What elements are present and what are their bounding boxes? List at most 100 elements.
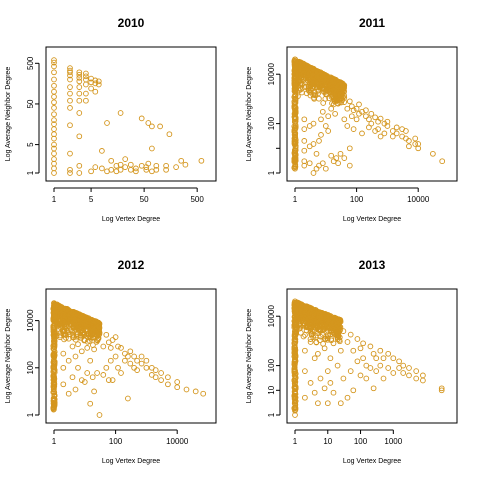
- data-point: [127, 166, 134, 173]
- data-point: [292, 126, 298, 132]
- data-point: [360, 340, 366, 347]
- data-point: [67, 76, 73, 83]
- data-point: [307, 339, 314, 345]
- data-point: [91, 388, 97, 395]
- data-point: [380, 355, 387, 362]
- band-point: [297, 311, 304, 318]
- data-point: [322, 165, 329, 172]
- data-point: [51, 374, 57, 381]
- band-point: [316, 337, 323, 344]
- data-point: [178, 157, 185, 164]
- plot-frame: [45, 288, 217, 424]
- scatter-points: [50, 300, 207, 418]
- data-point: [301, 126, 308, 132]
- data-point: [112, 353, 119, 360]
- band-point: [62, 325, 69, 332]
- band-point: [307, 316, 314, 323]
- data-point: [385, 350, 392, 357]
- data-point: [122, 350, 128, 357]
- data-point: [69, 374, 76, 381]
- data-point: [292, 86, 298, 92]
- panel-1: 2011 Log Vertex Degree Log Average Neighbo…: [246, 16, 458, 223]
- band-point: [319, 77, 325, 84]
- data-point: [115, 364, 121, 371]
- data-point: [334, 362, 341, 369]
- data-point: [311, 389, 318, 396]
- data-point: [292, 400, 298, 407]
- data-point: [95, 81, 102, 88]
- y-tick-label: 10000: [26, 309, 35, 332]
- data-point: [350, 107, 357, 114]
- data-point: [406, 372, 412, 379]
- data-point: [153, 162, 160, 169]
- band-point: [329, 78, 336, 85]
- data-point: [96, 330, 103, 336]
- band-point: [95, 335, 102, 342]
- band-point: [331, 83, 338, 90]
- band-point: [66, 315, 72, 321]
- data-point: [107, 345, 114, 351]
- data-point: [357, 345, 364, 352]
- data-point: [292, 110, 298, 117]
- data-point: [109, 337, 116, 343]
- data-point: [51, 57, 57, 63]
- data-point: [367, 343, 374, 350]
- data-point: [406, 365, 412, 371]
- data-point: [69, 343, 76, 350]
- band-point: [64, 306, 70, 313]
- data-point: [346, 162, 353, 169]
- data-point: [133, 165, 139, 172]
- data-point: [76, 71, 83, 78]
- data-point: [104, 120, 110, 126]
- band-point: [315, 317, 321, 324]
- data-point: [51, 117, 57, 123]
- y-tick-label: 1: [26, 412, 35, 417]
- data-point: [406, 143, 412, 150]
- band-point: [310, 65, 316, 72]
- data-point: [105, 377, 112, 383]
- data-point: [118, 370, 124, 376]
- data-point: [406, 138, 412, 144]
- data-point: [51, 156, 57, 162]
- band-point: [291, 324, 298, 331]
- data-point: [360, 355, 366, 362]
- data-point: [340, 375, 347, 382]
- data-point: [94, 337, 100, 343]
- data-point: [95, 78, 102, 85]
- band-point: [337, 327, 344, 333]
- data-point: [112, 334, 119, 340]
- data-point: [75, 364, 81, 371]
- data-point: [127, 161, 134, 168]
- data-point: [145, 160, 152, 167]
- data-point: [51, 63, 57, 70]
- data-point: [75, 341, 81, 348]
- data-point: [153, 166, 160, 173]
- data-point: [78, 348, 85, 355]
- scatter-points: [291, 298, 445, 418]
- data-point: [390, 370, 397, 376]
- data-point: [335, 160, 341, 167]
- band-point: [292, 331, 298, 337]
- data-point: [83, 90, 89, 97]
- data-point: [143, 364, 150, 371]
- data-point: [327, 355, 334, 362]
- band-point: [292, 347, 299, 354]
- data-point: [60, 381, 67, 388]
- band-point: [71, 319, 78, 325]
- data-point: [363, 107, 369, 114]
- y-tick-label: 5: [26, 142, 35, 147]
- data-point: [67, 166, 73, 173]
- band-point: [301, 308, 308, 315]
- band-point: [75, 318, 82, 325]
- data-point: [292, 383, 298, 389]
- data-point: [341, 116, 348, 123]
- data-point: [51, 141, 57, 148]
- band-point: [329, 93, 336, 100]
- band-point: [314, 72, 321, 79]
- data-point: [292, 147, 298, 154]
- data-point: [347, 331, 354, 338]
- band-point: [303, 327, 310, 334]
- data-point: [51, 346, 57, 353]
- data-point: [72, 386, 79, 393]
- data-point: [149, 123, 155, 130]
